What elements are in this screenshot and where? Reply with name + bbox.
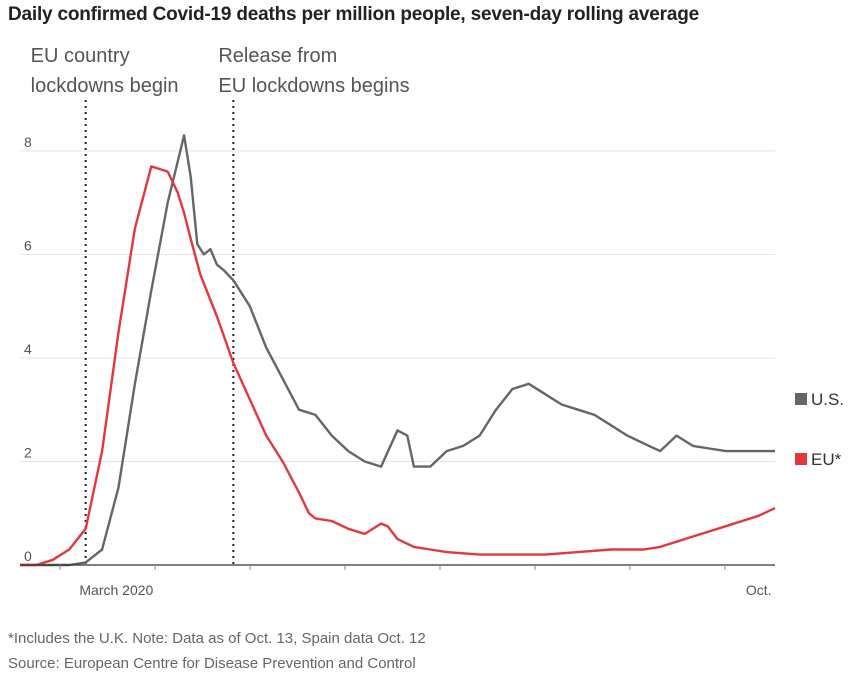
series-line-us [20, 134, 775, 567]
x-tick-label-0: March 2020 [79, 582, 153, 598]
series-lines [20, 134, 776, 567]
legend-swatch-1 [795, 453, 807, 465]
legend-label-0: U.S. [811, 390, 844, 409]
legend-label-1: EU* [811, 450, 842, 469]
legend: U.S. EU* [795, 390, 844, 469]
axes: 0 2 4 6 8 March 2020 Oct. [20, 134, 775, 598]
annotation-text-0-0: EU country [31, 45, 130, 67]
legend-swatch-0 [795, 393, 807, 405]
y-tick-label-8: 8 [24, 134, 32, 150]
annotation-text-1-0: Release from [218, 45, 337, 67]
y-tick-label-4: 4 [24, 341, 32, 357]
footnote-note: *Includes the U.K. Note: Data as of Oct.… [8, 630, 426, 647]
gridlines [20, 150, 775, 462]
series-line-eu [20, 165, 776, 567]
x-tick-label-1: Oct. [746, 582, 772, 598]
y-tick-label-2: 2 [24, 444, 32, 460]
y-tick-label-6: 6 [24, 237, 32, 253]
chart-title: Daily confirmed Covid-19 deaths per mill… [8, 4, 699, 25]
annotation-text-1-1: EU lockdowns begins [218, 75, 409, 97]
footnote-source: Source: European Centre for Disease Prev… [8, 655, 416, 672]
annotation-text-0-1: lockdowns begin [31, 75, 179, 97]
y-tick-label-0: 0 [24, 548, 32, 564]
annotations: EU country lockdowns begin Release from EU … [31, 45, 410, 565]
